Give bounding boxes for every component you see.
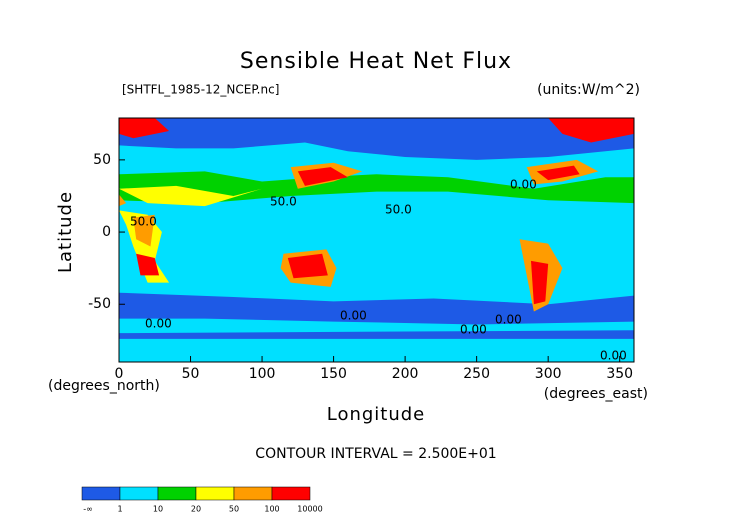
y-unit-label: (degrees_north) (48, 378, 160, 394)
field-region (136, 253, 160, 276)
contour-label: 50.0 (385, 203, 412, 217)
field-region (119, 194, 127, 207)
contour-label: 0.00 (510, 178, 537, 192)
x-tick-label: 50 (182, 366, 200, 382)
field-region (287, 253, 328, 279)
contour-label: 0.00 (495, 313, 522, 327)
contour-label: 50.0 (270, 195, 297, 209)
y-axis-label: Latitude (55, 191, 76, 273)
field-region (548, 118, 634, 143)
field-region (536, 165, 580, 181)
y-tick-label: -50 (88, 296, 111, 312)
map-field (119, 118, 634, 362)
contour-interval: CONTOUR INTERVAL = 2.500E+01 (255, 446, 496, 462)
plot-frame (118, 117, 635, 363)
field-region (297, 167, 348, 186)
colorbar-swatch (157, 486, 197, 501)
colorbar-label: 10 (153, 505, 163, 514)
colorbar-label: 100 (264, 505, 279, 514)
colorbar-swatch (119, 486, 159, 501)
colorbar-swatch (81, 486, 121, 501)
contour-label: 0.00 (600, 349, 627, 363)
x-tick-label: 350 (606, 366, 633, 382)
field-region (531, 260, 549, 305)
colorbar-label: 1 (117, 505, 122, 514)
field-region (133, 214, 155, 247)
colorbar-label: 20 (191, 505, 201, 514)
field-region (119, 292, 634, 325)
units: (units:W/m^2) (537, 82, 640, 98)
x-tick-label: 250 (463, 366, 490, 382)
field-region (119, 171, 634, 204)
field-region (119, 185, 263, 207)
contour-label: 0.00 (460, 323, 487, 337)
x-tick-label: 150 (320, 366, 347, 382)
x-tick-label: 100 (249, 366, 276, 382)
x-axis-label: Longitude (327, 404, 426, 425)
colorbar-swatch (195, 486, 235, 501)
colorbar-label: 10000 (297, 505, 322, 514)
x-unit-label: (degrees_east) (544, 386, 648, 402)
colorbar-label: -∞ (83, 505, 93, 514)
contour-label: 0.00 (340, 309, 367, 323)
field-region (119, 118, 170, 139)
subtitle: [SHTFL_1985-12_NCEP.nc] (122, 83, 279, 97)
contour-label: 50.0 (130, 215, 157, 229)
contour-label: 0.00 (145, 317, 172, 331)
chart-title: Sensible Heat Net Flux (240, 49, 512, 74)
x-tick-label: 300 (535, 366, 562, 382)
x-tick-label: 200 (392, 366, 419, 382)
field-region (119, 330, 634, 339)
y-tick-label: 0 (102, 224, 111, 240)
y-tick-label: 50 (93, 152, 111, 168)
colorbar-label: 50 (229, 505, 239, 514)
field-region (119, 210, 170, 283)
field-region (119, 118, 634, 160)
x-tick-label: 0 (115, 366, 124, 382)
colorbar-swatch (271, 486, 311, 501)
colorbar-swatch (233, 486, 273, 501)
